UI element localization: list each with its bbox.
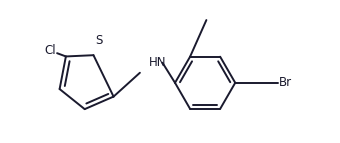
Text: Cl: Cl bbox=[44, 44, 56, 57]
Text: S: S bbox=[95, 34, 102, 47]
Text: Br: Br bbox=[279, 76, 292, 89]
Text: HN: HN bbox=[149, 56, 166, 69]
